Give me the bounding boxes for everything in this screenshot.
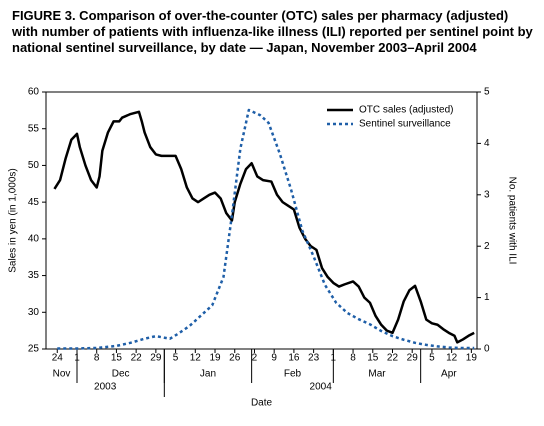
month-label: Dec — [112, 369, 130, 380]
y-tick-label: 45 — [28, 197, 40, 208]
x-tick-label: 5 — [173, 353, 179, 364]
x-tick-label: 9 — [271, 353, 277, 364]
y2-tick-label: 3 — [484, 189, 490, 200]
x-tick-label: 2 — [252, 353, 258, 364]
x-tick-label: 15 — [111, 353, 123, 364]
x-tick-label: 24 — [52, 353, 64, 364]
x-tick-label: 29 — [150, 353, 162, 364]
y-tick-label: 50 — [28, 160, 40, 171]
y2-tick-label: 4 — [484, 138, 490, 149]
x-tick-label: 16 — [288, 353, 300, 364]
x-tick-label: 8 — [94, 353, 100, 364]
y2-tick-label: 0 — [484, 344, 490, 355]
y2-tick-label: 2 — [484, 241, 490, 252]
x-tick-label: 12 — [446, 353, 458, 364]
month-label: Jan — [200, 369, 216, 380]
y-tick-label: 30 — [28, 307, 40, 318]
x-tick-label: 15 — [367, 353, 379, 364]
x-tick-label: 19 — [209, 353, 221, 364]
y-axis-label: Sales in yen (in 1,000s) — [8, 168, 19, 273]
series-line — [57, 108, 475, 350]
y-tick-label: 40 — [28, 233, 40, 244]
chart-title: FIGURE 3. Comparison of over-the-counter… — [12, 8, 533, 55]
y2-axis-label: No. patients with ILI — [506, 177, 517, 265]
month-label: Apr — [441, 369, 457, 380]
x-tick-label: 5 — [429, 353, 435, 364]
x-tick-label: 29 — [407, 353, 419, 364]
legend-label: OTC sales (adjusted) — [359, 105, 453, 116]
y-tick-label: 60 — [28, 87, 40, 98]
x-tick-label: 12 — [190, 353, 202, 364]
month-label: Feb — [284, 369, 302, 380]
x-tick-label: 26 — [229, 353, 241, 364]
x-tick-label: 23 — [308, 353, 320, 364]
y2-tick-label: 1 — [484, 292, 490, 303]
x-tick-label: 19 — [466, 353, 478, 364]
x-tick-label: 8 — [350, 353, 356, 364]
year-label: 2003 — [94, 382, 117, 393]
x-axis-label: Date — [251, 398, 273, 409]
y-tick-label: 25 — [28, 344, 40, 355]
y-tick-label: 35 — [28, 270, 40, 281]
y2-tick-label: 5 — [484, 87, 490, 98]
plot-frame — [45, 91, 478, 350]
year-label: 2004 — [310, 382, 333, 393]
legend-label: Sentinel surveillance — [359, 119, 451, 130]
x-tick-label: 22 — [131, 353, 143, 364]
month-label: Mar — [368, 369, 386, 380]
x-tick-label: 22 — [387, 353, 399, 364]
y-tick-label: 55 — [28, 123, 40, 134]
month-label: Nov — [53, 369, 71, 380]
series-line — [53, 110, 475, 344]
